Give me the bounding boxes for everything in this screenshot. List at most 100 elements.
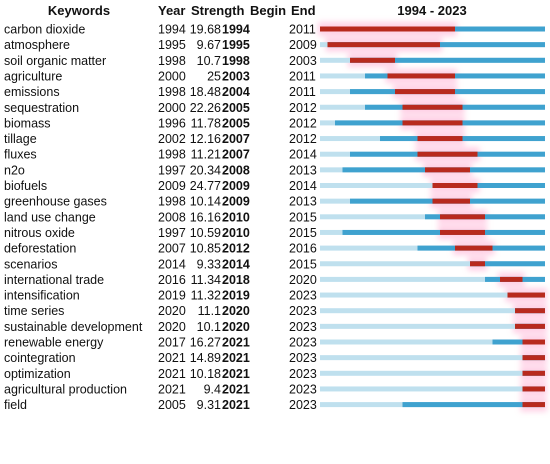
timeline-baseline-bar (320, 355, 545, 361)
keyword-row: carbon dioxide 1994 19.68 1994 2011 (4, 23, 545, 37)
timeline-baseline-bar (320, 323, 545, 329)
strength-value: 9.67 (197, 38, 221, 52)
year-value: 2008 (158, 210, 186, 224)
keyword-label: biomass (4, 116, 51, 130)
keyword-label: emissions (4, 85, 60, 99)
burst-bar (522, 339, 545, 345)
begin-value: 2005 (222, 116, 250, 130)
strength-value: 18.48 (190, 85, 221, 99)
end-value: 2023 (289, 304, 317, 318)
timeline-baseline-bar (320, 276, 545, 282)
burst-bar (417, 136, 463, 142)
keyword-label: agriculture (4, 69, 62, 83)
keyword-row: biofuels 2009 24.77 2009 2014 (4, 179, 545, 193)
begin-value: 2021 (222, 336, 250, 350)
year-value: 2005 (158, 398, 186, 412)
year-value: 1997 (158, 226, 186, 240)
timeline-active-bar (492, 339, 545, 345)
end-value: 2012 (289, 116, 317, 130)
begin-value: 2019 (222, 289, 250, 303)
year-value: 2000 (158, 69, 186, 83)
keyword-label: land use change (4, 210, 96, 224)
burst-bar (507, 292, 545, 298)
timeline-baseline-bar (320, 261, 545, 267)
keyword-label: nitrous oxide (4, 226, 75, 240)
begin-value: 2012 (222, 242, 250, 256)
strength-value: 11.78 (191, 116, 221, 130)
strength-value: 11.21 (191, 148, 221, 162)
strength-value: 10.18 (190, 367, 221, 381)
end-value: 2023 (289, 320, 317, 334)
header-strength: Strength (191, 3, 245, 18)
keyword-row: nitrous oxide 1997 10.59 2010 2015 (4, 226, 545, 240)
keyword-label: scenarios (4, 257, 58, 271)
keyword-rows: carbon dioxide 1994 19.68 1994 2011atmospher… (4, 23, 545, 412)
timeline-baseline-bar (320, 339, 545, 345)
year-value: 2019 (158, 289, 186, 303)
begin-value: 2018 (222, 273, 250, 287)
burst-bar (440, 214, 485, 220)
keyword-row: fluxes 1998 11.21 2007 2014 (4, 148, 545, 162)
timeline-baseline-bar (320, 386, 545, 392)
keyword-label: n2o (4, 163, 25, 177)
year-value: 1997 (158, 163, 186, 177)
burst-bar (350, 57, 395, 63)
keyword-row: intensification 2019 11.32 2019 2023 (4, 289, 545, 303)
begin-value: 2020 (222, 320, 250, 334)
keyword-label: soil organic matter (4, 54, 106, 68)
strength-value: 10.85 (190, 242, 221, 256)
burst-bar (522, 386, 545, 392)
end-value: 2015 (289, 210, 317, 224)
end-value: 2003 (289, 54, 317, 68)
burst-bar (402, 104, 463, 110)
end-value: 2015 (289, 257, 317, 271)
strength-value: 11.32 (191, 289, 221, 303)
year-value: 1996 (158, 116, 186, 130)
year-value: 1998 (158, 148, 186, 162)
strength-value: 10.7 (197, 54, 221, 68)
end-value: 2016 (289, 242, 317, 256)
end-value: 2023 (289, 367, 317, 381)
header-row: Keywords Year Strength Begin End 1994 - … (48, 3, 467, 18)
keyword-row: sustainable development 2020 10.1 2020 2023 (4, 320, 545, 334)
strength-value: 22.26 (190, 101, 221, 115)
begin-value: 2021 (222, 367, 250, 381)
year-value: 2016 (158, 273, 186, 287)
header-keywords: Keywords (48, 3, 110, 18)
end-value: 2023 (289, 351, 317, 365)
keyword-label: sequestration (4, 101, 79, 115)
year-value: 2007 (158, 242, 186, 256)
end-value: 2013 (289, 195, 317, 209)
burst-bar (432, 183, 478, 188)
begin-value: 2009 (222, 195, 250, 209)
keyword-label: deforestation (4, 242, 76, 256)
keyword-row: land use change 2008 16.16 2010 2015 (4, 210, 545, 224)
year-value: 2009 (158, 179, 186, 193)
end-value: 2012 (289, 101, 317, 115)
year-value: 2021 (158, 367, 186, 381)
year-value: 1998 (158, 54, 186, 68)
keyword-row: greenhouse gases 1998 10.14 2009 2013 (4, 195, 545, 209)
strength-value: 10.1 (197, 320, 221, 334)
year-value: 2020 (158, 304, 186, 318)
burst-bar (440, 229, 485, 235)
end-value: 2023 (289, 382, 317, 396)
burst-bar (425, 167, 470, 173)
burst-bar (522, 370, 545, 376)
year-value: 1994 (158, 23, 186, 37)
begin-value: 2010 (222, 226, 250, 240)
year-value: 1995 (158, 38, 186, 52)
year-value: 2021 (158, 382, 186, 396)
burst-bar (387, 73, 455, 79)
begin-value: 2021 (222, 382, 250, 396)
year-value: 2002 (158, 132, 186, 146)
burst-bar (500, 276, 523, 282)
header-timeline: 1994 - 2023 (397, 3, 466, 18)
timeline-active-bar (350, 57, 545, 63)
keyword-label: agricultural production (4, 382, 127, 396)
begin-value: 2009 (222, 179, 250, 193)
keyword-label: atmosphere (4, 38, 70, 52)
begin-value: 1994 (222, 23, 250, 37)
begin-value: 2014 (222, 257, 250, 271)
